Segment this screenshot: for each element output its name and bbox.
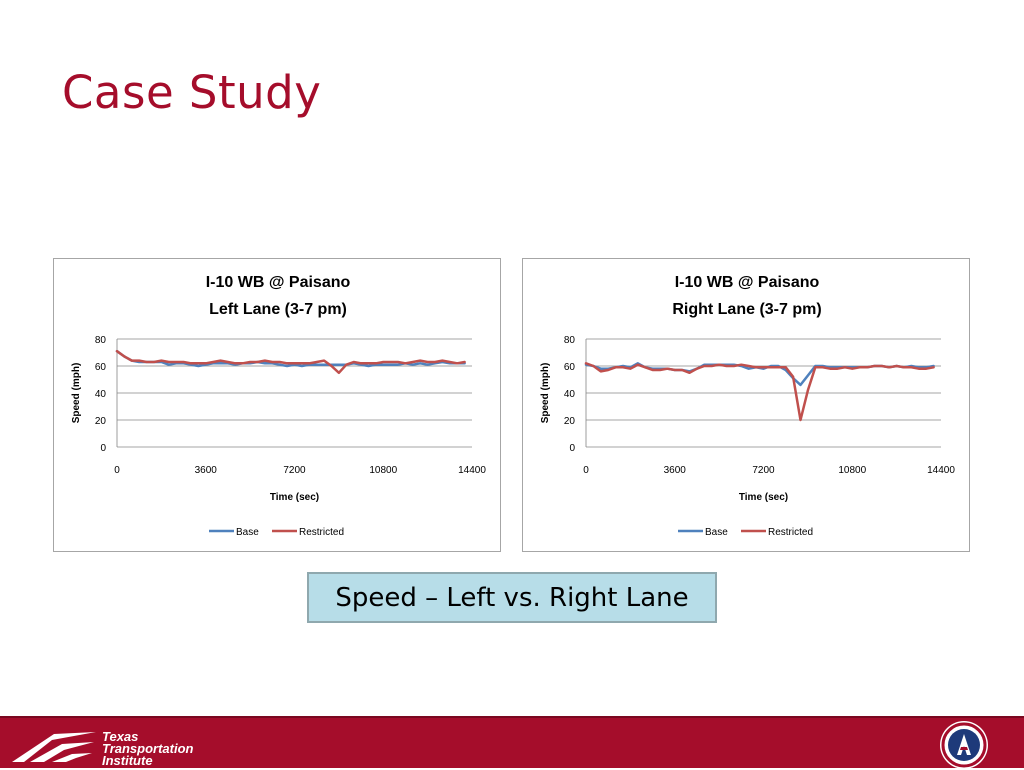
logo-line-2: Transportation: [102, 741, 194, 756]
x-tick-label: 10800: [838, 465, 866, 476]
series-line-restricted: [115, 349, 466, 375]
x-tick-label: 14400: [927, 465, 955, 476]
tti-swoosh-icon: [12, 732, 96, 762]
logo-line-3: Institute: [102, 753, 153, 768]
chart-left-lane: I-10 WB @ Paisano Left Lane (3-7 pm) 0 20 40…: [53, 258, 501, 552]
x-tick-label: 7200: [752, 465, 775, 476]
footer-banner: Texas Transportation Institute: [0, 716, 1024, 769]
y-tick-label: 40: [564, 389, 576, 400]
y-tick-label: 80: [564, 335, 576, 346]
chart-title-line: I-10 WB @ Paisano: [675, 274, 820, 291]
x-tick-label: 7200: [283, 465, 306, 476]
logo-line-1: Texas: [102, 729, 139, 744]
x-axis-label: Time (sec): [270, 492, 319, 503]
x-axis-label: Time (sec): [739, 492, 788, 503]
chart-title-line: Right Lane (3-7 pm): [672, 301, 821, 318]
chart-right-lane: I-10 WB @ Paisano Right Lane (3-7 pm) 0 20 4…: [522, 258, 970, 552]
caption-box: Speed – Left vs. Right Lane: [307, 572, 717, 623]
legend-label-restricted: Restricted: [768, 527, 813, 538]
university-seal-icon: [940, 721, 988, 769]
caption-text: Speed – Left vs. Right Lane: [335, 582, 689, 613]
tti-logo: Texas Transportation Institute: [8, 726, 208, 768]
legend-label-base: Base: [705, 527, 728, 538]
chart-title-line: I-10 WB @ Paisano: [206, 274, 351, 291]
chart-title-line: Left Lane (3-7 pm): [209, 301, 347, 318]
series-line-restricted: [584, 362, 935, 422]
y-tick-label: 0: [569, 443, 575, 454]
x-tick-label: 0: [583, 465, 589, 476]
y-tick-label: 0: [100, 443, 106, 454]
y-tick-label: 80: [95, 335, 107, 346]
x-tick-label: 3600: [664, 465, 687, 476]
y-tick-label: 20: [95, 416, 107, 427]
y-tick-label: 60: [564, 362, 576, 373]
x-tick-label: 14400: [458, 465, 486, 476]
tti-logo-text: Texas Transportation Institute: [102, 729, 194, 768]
x-tick-label: 3600: [195, 465, 218, 476]
y-tick-label: 60: [95, 362, 107, 373]
y-axis-label: Speed (mph): [71, 363, 82, 424]
x-tick-label: 0: [114, 465, 120, 476]
x-tick-label: 10800: [369, 465, 397, 476]
legend-label-restricted: Restricted: [299, 527, 344, 538]
legend-label-base: Base: [236, 527, 259, 538]
y-axis-label: Speed (mph): [540, 363, 551, 424]
chart-left-svg: I-10 WB @ Paisano Left Lane (3-7 pm) 0 20 40…: [71, 274, 486, 538]
chart-right-svg: I-10 WB @ Paisano Right Lane (3-7 pm) 0 20 4…: [540, 274, 955, 538]
y-tick-label: 20: [564, 416, 576, 427]
slide-title: Case Study: [62, 66, 322, 119]
y-tick-label: 40: [95, 389, 107, 400]
